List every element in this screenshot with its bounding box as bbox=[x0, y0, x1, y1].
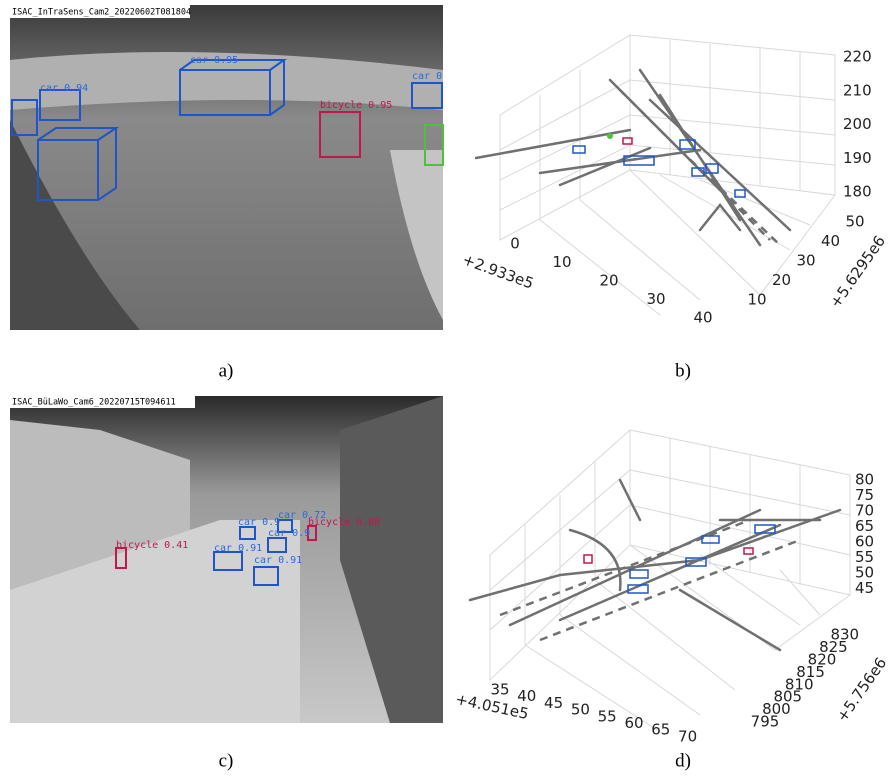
detection-label: car 0 bbox=[412, 71, 442, 82]
camera-label: ISAC_BüLaWo_Cam6_20220715T094611 bbox=[12, 398, 176, 408]
z-tick-label: 180 bbox=[843, 183, 872, 201]
detection-label: car 0.9 bbox=[238, 517, 280, 528]
x-tick-label: 10 bbox=[552, 253, 571, 271]
caption: b) bbox=[675, 360, 691, 381]
detection-label: bicycle 0.41 bbox=[116, 540, 188, 551]
camera-label: ISAC_InTraSens_Cam2_20220602T081804 bbox=[12, 8, 191, 18]
detection-label: bicycle 0.95 bbox=[320, 100, 392, 111]
x-tick-label: 35 bbox=[490, 681, 509, 699]
x-tick-label: 0 bbox=[510, 235, 520, 253]
figure: ISAC_InTraSens_Cam2_20220602T081804 car … bbox=[0, 0, 888, 778]
y-tick-label: 10 bbox=[747, 291, 766, 309]
y-tick-label: 40 bbox=[821, 232, 840, 250]
x-tick-label: 20 bbox=[599, 272, 618, 290]
x-tick-label: 45 bbox=[544, 694, 563, 712]
x-tick-label: 55 bbox=[598, 707, 617, 725]
z-tick-label: 45 bbox=[855, 579, 874, 597]
z-tick-label: 220 bbox=[843, 48, 872, 66]
caption: c) bbox=[219, 750, 234, 771]
detection-label: car 0.91 bbox=[254, 555, 302, 566]
x-tick-label: 65 bbox=[651, 721, 670, 739]
detection-label: bicycle 0.86 bbox=[308, 517, 380, 528]
x-tick-label: 50 bbox=[571, 701, 590, 719]
y-tick-label: 30 bbox=[796, 252, 815, 270]
detection-label: car 0.9 bbox=[268, 528, 310, 539]
page: {"panels": [ {"caption": "a)", "image_la… bbox=[0, 0, 888, 778]
x-tick-label: 60 bbox=[624, 714, 643, 732]
x-tick-label: 40 bbox=[693, 309, 712, 327]
y-tick-label: 830 bbox=[830, 626, 859, 644]
camera-image-c: ISAC_BüLaWo_Cam6_20220715T094611 bicycle… bbox=[10, 396, 443, 723]
caption: d) bbox=[675, 750, 691, 771]
x-offset-label: +2.933e5 bbox=[460, 250, 536, 292]
z-tick-label: 210 bbox=[843, 81, 872, 99]
y-offset-label: +5.756e6 bbox=[833, 654, 888, 725]
y-tick-label: 20 bbox=[772, 271, 791, 289]
z-tick-label: 200 bbox=[843, 115, 872, 133]
z-tick-label: 190 bbox=[843, 149, 872, 167]
x-tick-label: 30 bbox=[646, 290, 665, 308]
y-tick-label: 50 bbox=[845, 213, 864, 231]
detection-label: car 0.95 bbox=[190, 55, 238, 66]
detection-label: car 0.94 bbox=[40, 83, 88, 94]
x-tick-label: 70 bbox=[678, 727, 697, 745]
camera-image-a: ISAC_InTraSens_Cam2_20220602T081804 car … bbox=[10, 5, 443, 330]
detection-label: car 0.91 bbox=[214, 543, 262, 554]
caption: a) bbox=[219, 360, 234, 381]
